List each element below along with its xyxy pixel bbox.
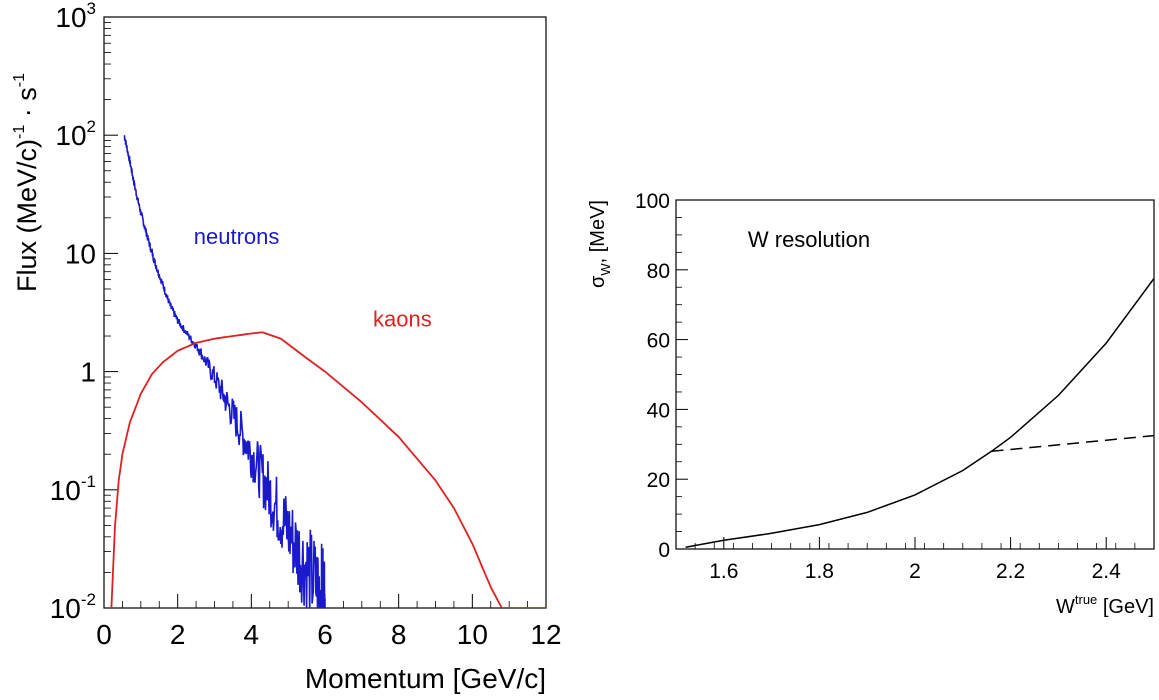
x-axis-title-sup: true: [1075, 592, 1097, 607]
series-line-dashed: [991, 434, 1155, 453]
y-tick-exponent: -2: [81, 590, 96, 609]
y-tick-label: 10-2: [50, 590, 96, 624]
y-tick-label: 40: [647, 399, 670, 422]
series-label-kaons: kaons: [373, 307, 432, 332]
y-tick-label: 60: [647, 330, 670, 353]
y-tick-base: 10: [50, 593, 81, 624]
y-tick-label: 80: [647, 260, 670, 283]
x-axis-title: Wtrue [GeV]: [1056, 592, 1154, 618]
y-tick-label: 102: [55, 117, 96, 151]
x-tick-label: 6: [317, 619, 333, 650]
series-label-neutrons: neutrons: [194, 224, 280, 249]
w-resolution-chart: 0 20 40 60 80 100 1.6 1.8 2 2.2 2.4 W resolution Wtr…: [580, 0, 1159, 700]
y-tick-base: 1: [80, 357, 96, 388]
plot-frame: [675, 199, 1155, 550]
x-tick-label: 0: [96, 619, 112, 650]
x-tick-label: 1.6: [709, 560, 738, 583]
y-axis-title-main: Flux (MeV/c): [12, 139, 42, 292]
y-tick-label: 0: [658, 539, 670, 562]
chart-title: W resolution: [748, 227, 870, 252]
x-tick-label: 12: [530, 619, 561, 650]
y-tick-label: 20: [647, 469, 670, 492]
x-tick-label: 8: [391, 619, 407, 650]
x-tick-label: 2.2: [996, 560, 1025, 583]
w-resolution-chart-svg: 0 20 40 60 80 100 1.6 1.8 2 2.2 2.4 W resolution Wtr…: [587, 190, 1155, 618]
x-tick-label: 4: [244, 619, 260, 650]
y-axis-title-mid: · s: [12, 87, 42, 125]
y-tick-base: 10: [50, 475, 81, 506]
y-axis-title-sigma: σ: [587, 275, 609, 288]
y-tick-base: 10: [65, 238, 96, 269]
x-axis-title: Momentum [GeV/c]: [305, 663, 546, 694]
y-axis-title: Flux (MeV/c)-1 · s-1: [11, 73, 42, 292]
y-tick-label: 100: [635, 190, 670, 213]
y-tick-exponent: 2: [87, 117, 96, 136]
x-tick-label: 2: [909, 560, 921, 583]
y-tick-label: 10: [65, 238, 96, 269]
flux-chart: 10-2 10-1 1 10 102 103 0 2 4 6 8 10 12 Momentum [GeV/…: [0, 0, 570, 700]
x-tick-label: 2.4: [1092, 560, 1122, 583]
series-line-solid: [685, 278, 1155, 549]
y-tick-base: 10: [55, 120, 86, 151]
y-tick-label: 1: [80, 357, 96, 388]
series-line-kaons: [110, 331, 546, 608]
x-tick-label: 2: [170, 619, 186, 650]
x-tick-label: 1.8: [805, 560, 834, 583]
x-axis-title-unit: [GeV]: [1097, 596, 1154, 618]
y-tick-label: 103: [55, 0, 96, 33]
y-tick-exponent: -1: [81, 472, 96, 491]
y-tick-base: 10: [55, 2, 86, 33]
plot-frame: [103, 16, 547, 609]
y-axis-title: σW, [MeV]: [587, 200, 613, 288]
x-tick-label: 10: [457, 619, 488, 650]
y-axis-title-sub: W: [598, 263, 613, 276]
x-axis-title-main: W: [1056, 596, 1075, 618]
y-axis-title-exp2: -1: [11, 73, 28, 87]
y-tick-exponent: 3: [87, 0, 96, 18]
series-line-neutrons: [123, 135, 326, 608]
y-axis-title-exp: -1: [11, 125, 28, 139]
y-tick-label: 10-1: [50, 472, 96, 506]
y-axis-title-rest: , [MeV]: [587, 200, 609, 263]
